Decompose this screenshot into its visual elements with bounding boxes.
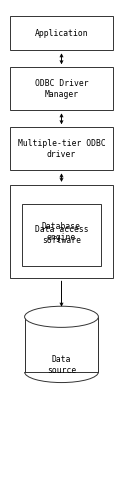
- Bar: [10, 185, 113, 278]
- Bar: [10, 16, 113, 50]
- Text: Multiple-tier ODBC
driver: Multiple-tier ODBC driver: [18, 139, 105, 159]
- Bar: [22, 204, 101, 266]
- Ellipse shape: [25, 306, 98, 327]
- Text: Data
source: Data source: [47, 355, 76, 375]
- Bar: [25, 317, 98, 372]
- Text: Database
engine: Database engine: [42, 222, 81, 241]
- Text: Data access
software: Data access software: [35, 225, 88, 245]
- Bar: [10, 127, 113, 170]
- Bar: [10, 67, 113, 110]
- Text: ODBC Driver
Manager: ODBC Driver Manager: [35, 79, 88, 99]
- Text: Application: Application: [35, 29, 88, 37]
